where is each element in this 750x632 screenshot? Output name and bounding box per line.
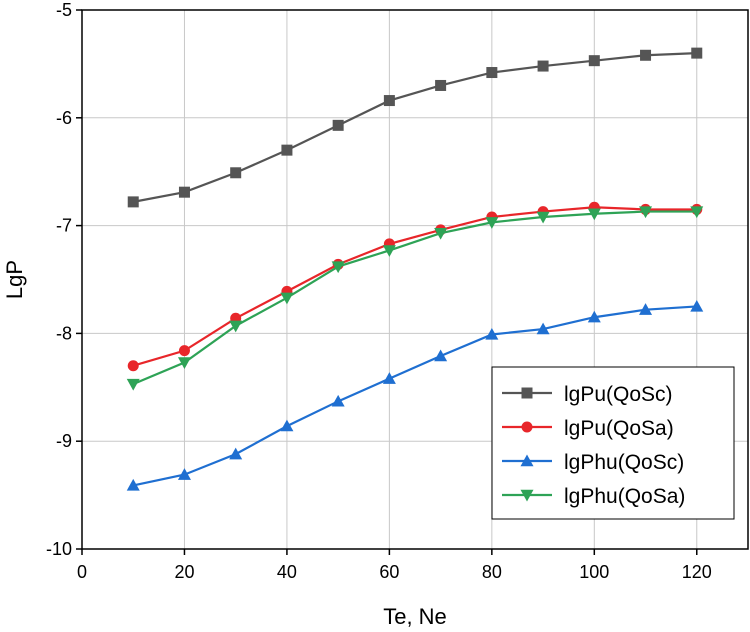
legend-label: lgPu(QoSa)	[564, 417, 674, 440]
data-point	[690, 206, 704, 219]
legend-item[interactable]: lgPhu(QoSc)	[502, 451, 684, 474]
data-point	[177, 357, 191, 370]
data-point	[434, 227, 448, 240]
plot-frame	[81, 9, 749, 550]
x-tick-label: 40	[277, 562, 297, 582]
legend-item[interactable]: lgPu(QoSa)	[502, 417, 674, 440]
data-point	[485, 217, 499, 229]
series-2	[127, 201, 703, 372]
data-point	[280, 292, 294, 305]
data-point	[332, 119, 344, 131]
legend-label: lgPhu(QoSc)	[564, 451, 684, 474]
y-tick-label: -6	[56, 108, 72, 128]
y-tick-label: -5	[56, 0, 72, 20]
data-point	[486, 67, 498, 79]
data-point	[281, 144, 293, 156]
data-point	[331, 261, 345, 274]
data-point	[178, 186, 190, 198]
data-point	[230, 167, 242, 179]
x-tick-label: 20	[174, 562, 194, 582]
data-point	[229, 447, 243, 460]
x-tick-label: 120	[682, 562, 712, 582]
data-point	[178, 345, 190, 357]
legend-label: lgPu(QoSc)	[564, 383, 673, 406]
legend-marker	[521, 421, 533, 433]
x-tick-label: 0	[77, 562, 87, 582]
legend-marker	[520, 489, 534, 502]
x-tick-label: 80	[482, 562, 502, 582]
data-point	[382, 372, 396, 384]
legend-marker	[521, 387, 533, 399]
data-point	[639, 303, 653, 315]
data-point	[434, 349, 448, 362]
data-point	[280, 419, 294, 432]
data-point	[177, 468, 191, 480]
x-tick-label: 60	[379, 562, 399, 582]
data-point	[640, 49, 652, 61]
data-point	[536, 211, 550, 224]
data-point	[691, 47, 703, 59]
data-point	[537, 60, 549, 72]
data-point	[127, 360, 139, 372]
y-tick-label: -10	[46, 539, 72, 559]
y-tick-label: -8	[56, 323, 72, 343]
data-point	[229, 320, 243, 333]
series-line	[132, 206, 697, 367]
series-group	[126, 47, 704, 491]
legend-label: lgPhu(QoSa)	[564, 485, 685, 508]
legend[interactable]: lgPu(QoSc) lgPu(QoSa) lgPhu(QoSc) lgPhu(QoS…	[491, 366, 735, 520]
series-line	[133, 52, 697, 203]
data-point	[126, 378, 140, 391]
data-point	[435, 79, 447, 91]
x-tick-label: 100	[579, 562, 609, 582]
data-point	[331, 394, 345, 407]
data-point	[382, 245, 396, 257]
data-point	[588, 55, 600, 67]
series-4	[126, 206, 704, 391]
series-line	[133, 305, 697, 487]
data-point	[383, 95, 395, 107]
axis-ticks: 0 20 40 60 80 100 120 -10 -9 -8 -7 -6 -5	[46, 0, 712, 582]
x-axis-title: Te, Ne	[383, 604, 447, 629]
data-point	[485, 327, 499, 340]
legend-item[interactable]: lgPhu(QoSa)	[502, 485, 685, 508]
y-axis-title: LgP	[2, 260, 27, 299]
data-point	[587, 310, 601, 323]
data-point	[639, 206, 653, 219]
data-point	[126, 478, 140, 491]
series-1	[127, 47, 703, 208]
data-point	[536, 322, 550, 335]
series-3	[126, 299, 704, 491]
data-point	[587, 208, 601, 221]
y-tick-label: -9	[56, 431, 72, 451]
data-point	[690, 299, 704, 312]
y-tick-label: -7	[56, 216, 72, 236]
data-point	[127, 196, 139, 208]
series-line	[132, 210, 697, 386]
legend-marker	[520, 454, 534, 467]
legend-item[interactable]: lgPu(QoSc)	[502, 383, 673, 406]
